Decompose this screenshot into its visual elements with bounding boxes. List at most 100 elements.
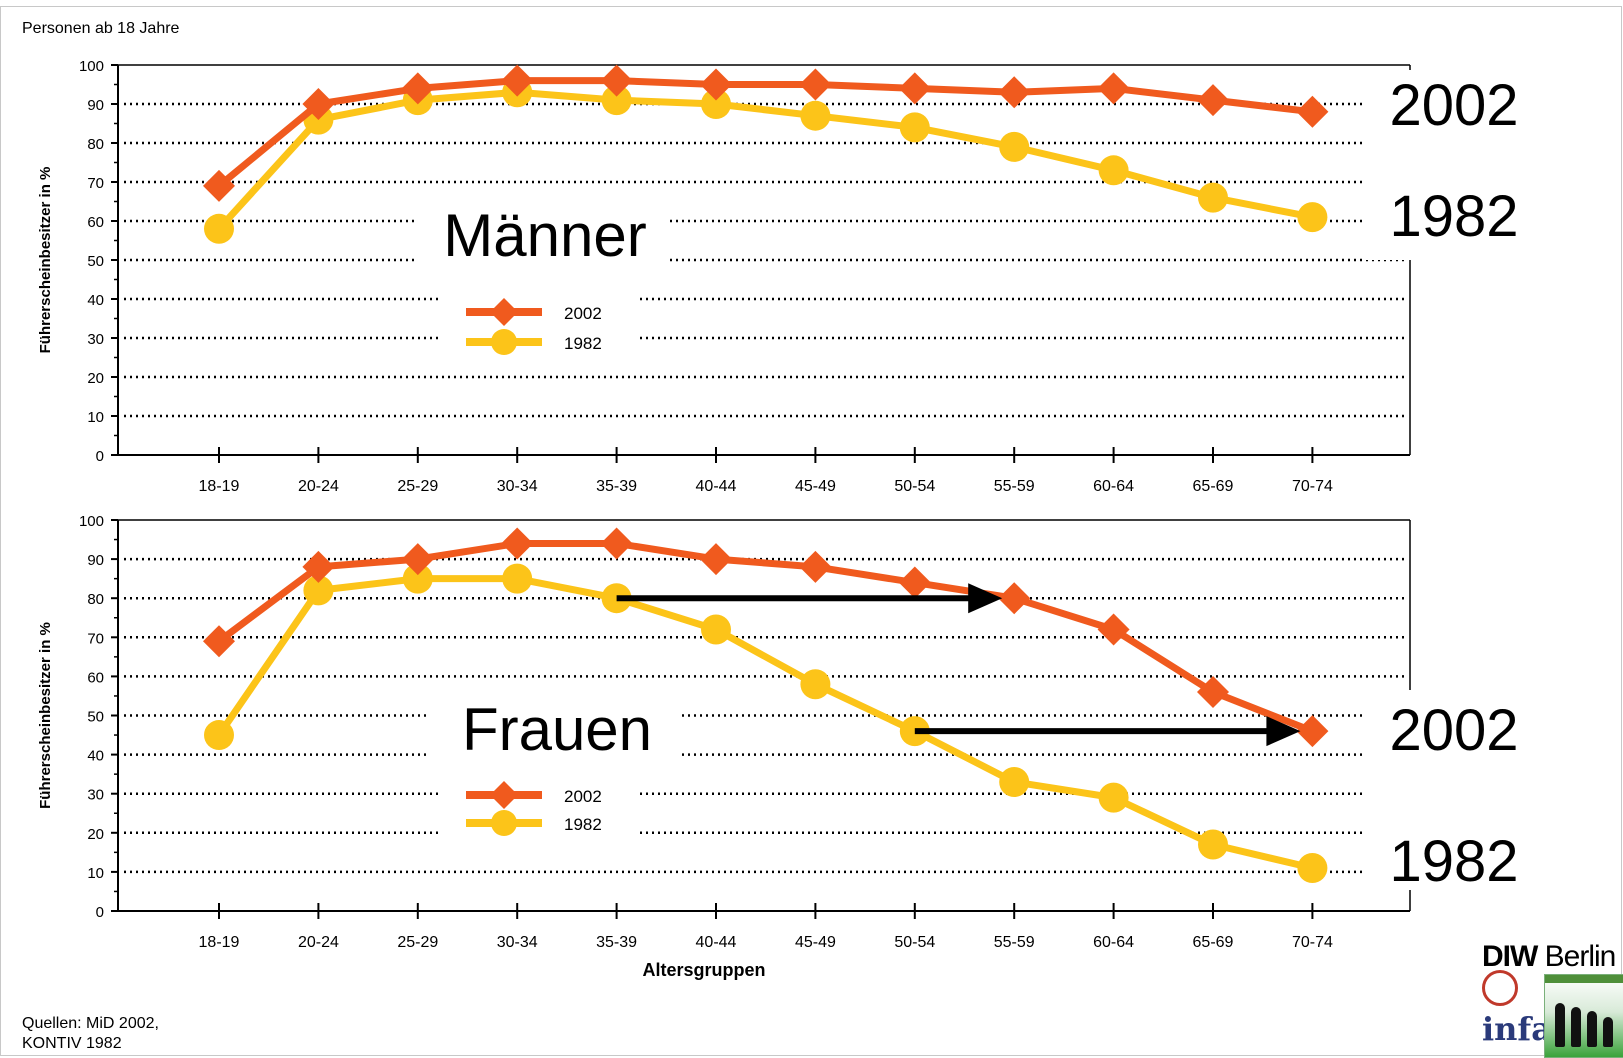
- data-point-2002: [1296, 715, 1329, 748]
- legend-label: 2002: [564, 787, 602, 806]
- y-tick-label: 60: [87, 214, 104, 231]
- data-point-1982: [402, 563, 433, 594]
- people-illustration-icon: [1544, 974, 1623, 1058]
- data-point-1982: [303, 575, 334, 606]
- x-tick-label: 60-64: [1093, 478, 1134, 495]
- data-point-1982: [204, 720, 234, 751]
- y-tick-label: 100: [79, 58, 104, 75]
- y-tick-label: 90: [87, 552, 104, 569]
- legend-label: 1982: [564, 334, 602, 353]
- end-label: 1982: [1389, 829, 1518, 894]
- x-tick-label: 40-44: [696, 478, 737, 495]
- legend-label: 1982: [564, 815, 602, 834]
- x-tick-label: 30-34: [497, 934, 538, 951]
- title-background: [430, 690, 680, 770]
- data-point-2002: [401, 543, 434, 576]
- legend-marker-circle: [491, 810, 517, 836]
- end-label: 1982: [1389, 184, 1518, 249]
- data-point-1982: [204, 213, 234, 244]
- y-tick-label: 10: [87, 409, 104, 426]
- data-point-1982: [701, 89, 731, 119]
- x-tick-label: 45-49: [795, 934, 836, 951]
- end-label: 2002: [1389, 698, 1518, 763]
- y-tick-label: 70: [87, 175, 104, 192]
- x-tick-label: 25-29: [397, 934, 438, 951]
- y-tick-label: 80: [87, 136, 104, 153]
- data-point-2002: [501, 527, 534, 560]
- x-tick-label: 60-64: [1093, 934, 1134, 951]
- series-line-1982: [216, 575, 1314, 872]
- figure-border: [0, 6, 1622, 1056]
- data-point-2002: [799, 550, 832, 583]
- panel-title: Frauen: [462, 696, 652, 763]
- data-point-1982: [999, 131, 1030, 162]
- x-tick-label: 55-59: [994, 478, 1035, 495]
- data-point-2002: [1197, 84, 1229, 117]
- panel-title: Männer: [443, 202, 646, 269]
- x-tick-label: 65-69: [1193, 478, 1234, 495]
- data-point-1982: [1297, 852, 1328, 883]
- y-tick-label: 90: [87, 97, 104, 114]
- data-point-1982: [601, 85, 632, 116]
- partner-logos: DIW Berlin infas: [1482, 940, 1623, 1058]
- data-point-2002: [1097, 72, 1130, 105]
- legend-background: [440, 775, 640, 837]
- data-point-2002: [1097, 613, 1130, 646]
- x-tick-label: 70-74: [1292, 934, 1333, 951]
- data-point-1982: [999, 766, 1030, 797]
- x-tick-label: 70-74: [1292, 478, 1333, 495]
- data-point-2002: [203, 169, 235, 202]
- legend-background: [440, 290, 640, 360]
- data-point-1982: [899, 112, 930, 143]
- y-tick-label: 100: [79, 513, 104, 530]
- data-point-2002: [998, 76, 1031, 109]
- x-tick-label: 30-34: [497, 478, 538, 495]
- y-tick-label: 30: [87, 787, 104, 804]
- data-point-2002: [600, 527, 633, 560]
- arrowhead-icon: [968, 583, 1003, 614]
- data-point-2002: [1197, 676, 1229, 709]
- y-tick-label: 30: [87, 331, 104, 348]
- series-line-1982: [216, 88, 1314, 232]
- y-tick-label: 40: [87, 292, 104, 309]
- arrowhead-icon: [1266, 716, 1301, 747]
- data-point-2002: [700, 68, 732, 101]
- y-tick-label: 70: [87, 630, 104, 647]
- data-point-2002: [501, 64, 534, 97]
- data-point-1982: [800, 100, 831, 131]
- diw-berlin-logo: DIW Berlin: [1482, 940, 1616, 973]
- data-point-1982: [1098, 155, 1129, 186]
- end-label-background: [1362, 690, 1550, 890]
- end-label-background: [1362, 70, 1550, 260]
- data-point-1982: [502, 563, 533, 594]
- chart-subtitle: Personen ab 18 Jahre: [22, 20, 180, 37]
- y-tick-label: 60: [87, 669, 104, 686]
- data-point-1982: [701, 614, 731, 645]
- x-tick-label: 35-39: [596, 478, 637, 495]
- x-tick-label: 45-49: [795, 478, 836, 495]
- x-tick-label: 18-19: [199, 934, 240, 951]
- data-point-2002: [1296, 95, 1329, 128]
- y-tick-label: 0: [96, 448, 104, 465]
- end-label: 2002: [1389, 73, 1518, 138]
- x-tick-label: 18-19: [199, 478, 240, 495]
- legend-marker-circle: [491, 329, 517, 355]
- data-point-2002: [600, 64, 633, 97]
- data-point-1982: [1098, 782, 1129, 813]
- y-tick-label: 80: [87, 591, 104, 608]
- series-line-2002: [216, 539, 1314, 735]
- y-tick-label: 20: [87, 826, 104, 843]
- data-point-2002: [898, 566, 931, 599]
- data-point-1982: [1198, 182, 1228, 213]
- x-tick-label: 50-54: [894, 934, 935, 951]
- x-axis-label: Altersgruppen: [642, 960, 765, 980]
- y-tick-label: 10: [87, 865, 104, 882]
- y-axis-label: Führerscheinbesitzer in %: [37, 167, 54, 354]
- sources-line-2: KONTIV 1982: [22, 1035, 122, 1052]
- x-tick-label: 40-44: [696, 934, 737, 951]
- x-tick-label: 20-24: [298, 934, 339, 951]
- series-line-2002: [216, 77, 1313, 189]
- title-background: [418, 196, 668, 276]
- y-tick-label: 50: [87, 709, 104, 726]
